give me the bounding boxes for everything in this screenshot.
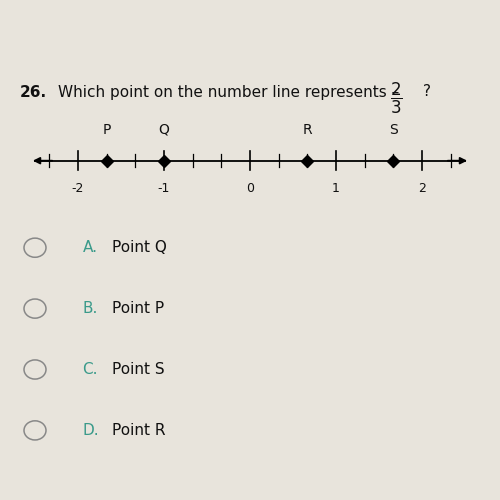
Text: Which point on the number line represents –: Which point on the number line represent… xyxy=(58,84,404,100)
Text: 26.: 26. xyxy=(20,84,47,100)
Text: $\dfrac{2}{3}$: $\dfrac{2}{3}$ xyxy=(390,81,402,116)
Text: C.: C. xyxy=(82,362,98,377)
Text: 1: 1 xyxy=(332,182,340,196)
Text: -1: -1 xyxy=(158,182,170,196)
Text: Point S: Point S xyxy=(112,362,165,377)
Text: 0: 0 xyxy=(246,182,254,196)
Text: Point P: Point P xyxy=(112,301,164,316)
Text: A.: A. xyxy=(82,240,98,255)
Text: R: R xyxy=(302,123,312,137)
Text: Point Q: Point Q xyxy=(112,240,168,255)
Text: P: P xyxy=(102,123,111,137)
Text: 2: 2 xyxy=(418,182,426,196)
Text: Q: Q xyxy=(158,123,170,137)
Text: ?: ? xyxy=(422,84,430,98)
Text: Point R: Point R xyxy=(112,423,166,438)
Text: -2: -2 xyxy=(72,182,84,196)
Text: B.: B. xyxy=(82,301,98,316)
Text: D.: D. xyxy=(82,423,99,438)
Text: S: S xyxy=(389,123,398,137)
